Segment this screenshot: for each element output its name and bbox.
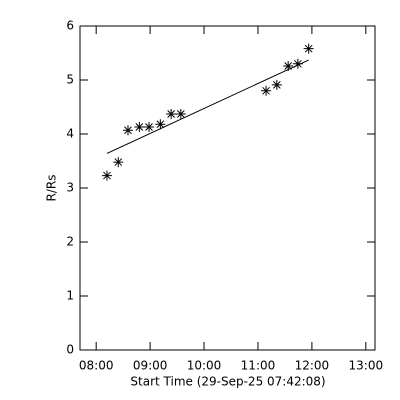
- y-tick-label: 6: [66, 19, 74, 33]
- data-point: [155, 119, 166, 130]
- y-tick-label: 4: [66, 127, 74, 141]
- x-tick-label: 13:00: [349, 359, 384, 373]
- data-point: [283, 60, 294, 71]
- x-tick-label: 08:00: [79, 359, 114, 373]
- y-axis-label: R/Rs: [45, 175, 59, 202]
- y-tick-label: 3: [66, 181, 74, 195]
- data-point: [292, 58, 303, 69]
- y-tick-label: 5: [66, 73, 74, 87]
- data-point: [271, 79, 282, 90]
- plot-frame: [79, 25, 376, 351]
- fit-line: [106, 59, 309, 154]
- x-tick-label: 10:00: [187, 359, 222, 373]
- x-tick-label: 12:00: [295, 359, 330, 373]
- x-tick-label: 09:00: [133, 359, 168, 373]
- x-axis-label: Start Time (29-Sep-25 07:42:08): [130, 375, 325, 389]
- data-point: [101, 170, 112, 181]
- data-point: [166, 109, 177, 120]
- data-point: [144, 121, 155, 132]
- data-point: [175, 109, 186, 120]
- y-tick-label: 0: [66, 343, 74, 357]
- data-point: [113, 157, 124, 168]
- data-point: [134, 121, 145, 132]
- y-tick-label: 2: [66, 235, 74, 249]
- data-point: [122, 125, 133, 136]
- y-tick-label: 1: [66, 289, 74, 303]
- data-point: [261, 85, 272, 96]
- data-point: [303, 43, 314, 54]
- x-tick-label: 11:00: [241, 359, 276, 373]
